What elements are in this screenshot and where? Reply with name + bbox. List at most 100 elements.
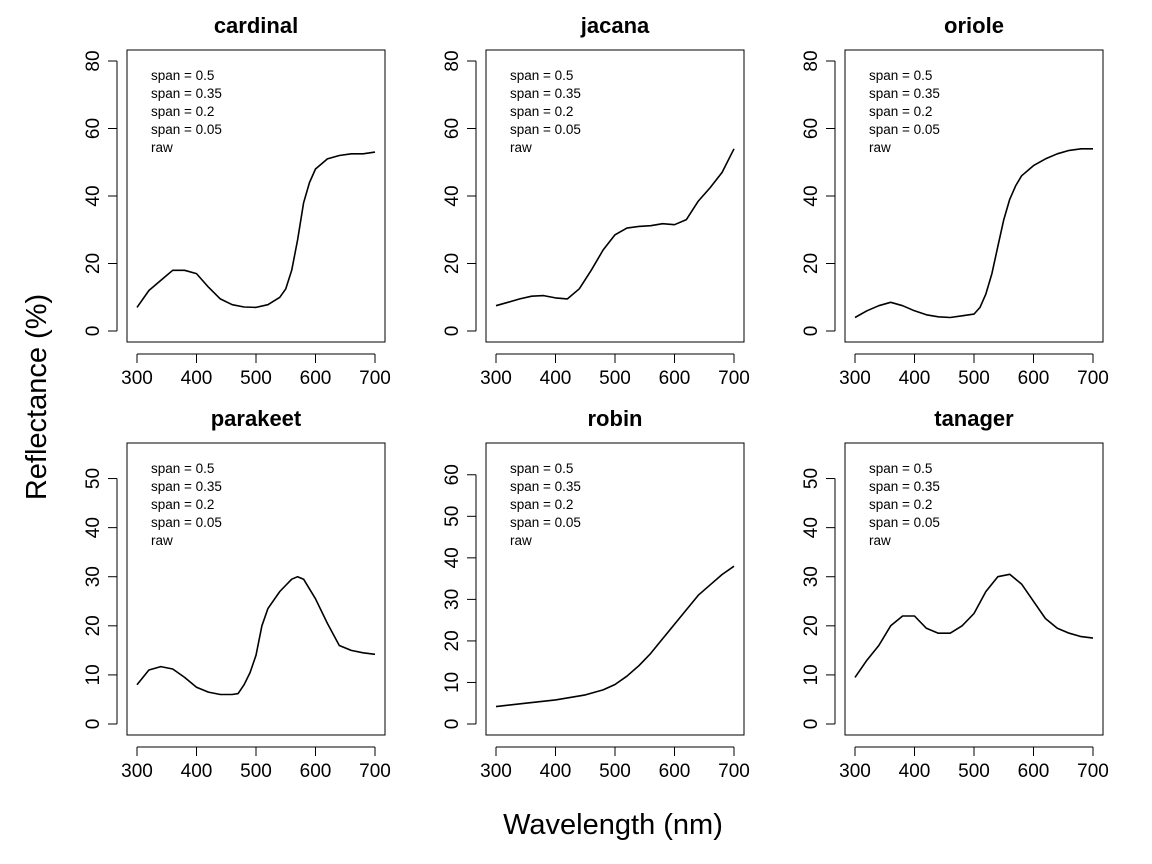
x-tick-label: 700: [718, 368, 750, 389]
legend-entry: span = 0.05: [869, 515, 940, 530]
legend-entry: span = 0.05: [151, 122, 222, 137]
legend-entry: span = 0.35: [869, 86, 940, 101]
legend-entry: span = 0.2: [151, 104, 214, 119]
legend-entry: span = 0.5: [869, 68, 932, 83]
legend-entry: span = 0.05: [869, 122, 940, 137]
legend-entry: span = 0.5: [510, 461, 573, 476]
x-tick-label: 500: [958, 761, 990, 782]
x-tick-label: 300: [480, 368, 512, 389]
legend-entry: raw: [151, 140, 173, 155]
x-tick-label: 700: [359, 368, 391, 389]
y-tick-label: 20: [83, 253, 104, 274]
y-tick-label: 80: [442, 50, 463, 71]
x-axis-label: Wavelength (nm): [503, 809, 723, 841]
legend-entry: span = 0.05: [510, 515, 581, 530]
x-tick-label: 600: [1018, 761, 1050, 782]
series-line-parakeet: [136, 575, 376, 696]
y-tick-label: 30: [442, 589, 463, 610]
y-tick-label: 0: [801, 326, 822, 337]
x-tick-label: 400: [540, 368, 572, 389]
y-tick-label: 20: [801, 253, 822, 274]
y-tick-label: 60: [83, 118, 104, 139]
legend-entry: span = 0.5: [510, 68, 573, 83]
legend-entry: span = 0.05: [510, 122, 581, 137]
panel-title: oriole: [944, 13, 1004, 38]
y-tick-label: 20: [442, 253, 463, 274]
plot-frame: [126, 442, 386, 736]
x-tick-label: 300: [121, 761, 153, 782]
y-tick-label: 0: [442, 326, 463, 337]
x-tick-label: 600: [300, 761, 332, 782]
x-tick-label: 500: [240, 761, 272, 782]
legend-entry: span = 0.35: [151, 86, 222, 101]
y-tick-label: 0: [801, 719, 822, 730]
legend-entry: raw: [869, 140, 891, 155]
x-tick-label: 400: [540, 761, 572, 782]
x-tick-label: 700: [359, 761, 391, 782]
panel-jacana: jacana 300 400 500 600 700 0 20 40 60 80 span = 0.5…: [442, 13, 750, 389]
y-tick-label: 30: [83, 566, 104, 587]
series-line-tanager: [854, 573, 1094, 678]
x-tick-label: 400: [899, 368, 931, 389]
x-tick-label: 400: [181, 761, 213, 782]
y-axis: 0 20 40 60 80: [83, 50, 118, 336]
panel-title: tanager: [934, 406, 1014, 431]
panel-title: jacana: [580, 13, 650, 38]
legend-entry: span = 0.2: [869, 497, 932, 512]
panel-title: parakeet: [211, 406, 302, 431]
plot-frame: [844, 442, 1104, 736]
legend: span = 0.5 span = 0.35 span = 0.2 span = 0.…: [151, 461, 222, 548]
panel-cardinal: cardinal 300 400 500 600 700 0 20 40 60 80 span = 0…: [83, 13, 391, 389]
x-tick-label: 300: [480, 761, 512, 782]
y-tick-label: 10: [442, 672, 463, 693]
legend-entry: span = 0.2: [869, 104, 932, 119]
y-tick-label: 20: [83, 615, 104, 636]
x-axis: 300 400 500 600 700: [121, 746, 391, 782]
y-tick-label: 60: [801, 118, 822, 139]
x-tick-label: 500: [599, 761, 631, 782]
panel-tanager: tanager 300 400 500 600 700 0 10 20 30 40 50 span = …: [801, 406, 1109, 782]
panel-parakeet: parakeet 300 400 500 600 700 0 10 20 30 40 50 span =…: [83, 406, 391, 782]
y-axis: 0 10 20 30 40 50: [83, 468, 118, 730]
y-tick-label: 60: [442, 464, 463, 485]
x-tick-label: 500: [958, 368, 990, 389]
legend-entry: span = 0.2: [151, 497, 214, 512]
panel-robin: robin 300 400 500 600 700 0 10 20 30 40 50 60 span = …: [442, 406, 750, 782]
legend-entry: span = 0.35: [510, 479, 581, 494]
x-tick-label: 400: [181, 368, 213, 389]
legend-entry: raw: [869, 533, 891, 548]
y-tick-label: 50: [801, 468, 822, 489]
x-tick-label: 600: [659, 761, 691, 782]
y-tick-label: 0: [83, 719, 104, 730]
x-tick-label: 700: [1077, 761, 1109, 782]
legend: span = 0.5 span = 0.35 span = 0.2 span = 0.…: [869, 461, 940, 548]
x-tick-label: 500: [599, 368, 631, 389]
plot-frame: [485, 442, 745, 736]
legend-entry: span = 0.35: [869, 479, 940, 494]
y-tick-label: 30: [801, 566, 822, 587]
y-tick-label: 80: [83, 50, 104, 71]
x-tick-label: 600: [1018, 368, 1050, 389]
y-tick-label: 50: [83, 468, 104, 489]
plot-frame: [844, 49, 1104, 343]
series-line-cardinal: [136, 151, 376, 309]
legend: span = 0.5 span = 0.35 span = 0.2 span = 0.…: [510, 461, 581, 548]
legend-entry: span = 0.35: [151, 479, 222, 494]
y-tick-label: 40: [442, 547, 463, 568]
legend-entry: span = 0.5: [151, 68, 214, 83]
legend: span = 0.5 span = 0.35 span = 0.2 span = 0.…: [869, 68, 940, 155]
legend: span = 0.5 span = 0.35 span = 0.2 span = 0.…: [510, 68, 581, 155]
legend-entry: raw: [510, 533, 532, 548]
y-axis: 0 10 20 30 40 50 60: [442, 464, 477, 729]
legend-entry: span = 0.5: [151, 461, 214, 476]
legend-entry: span = 0.2: [510, 497, 573, 512]
x-tick-label: 500: [240, 368, 272, 389]
legend-entry: raw: [151, 533, 173, 548]
y-tick-label: 10: [83, 664, 104, 685]
plot-frame: [485, 49, 745, 343]
y-tick-label: 60: [442, 118, 463, 139]
y-tick-label: 40: [83, 185, 104, 206]
y-tick-label: 40: [442, 185, 463, 206]
x-axis: 300 400 500 600 700: [121, 353, 391, 389]
